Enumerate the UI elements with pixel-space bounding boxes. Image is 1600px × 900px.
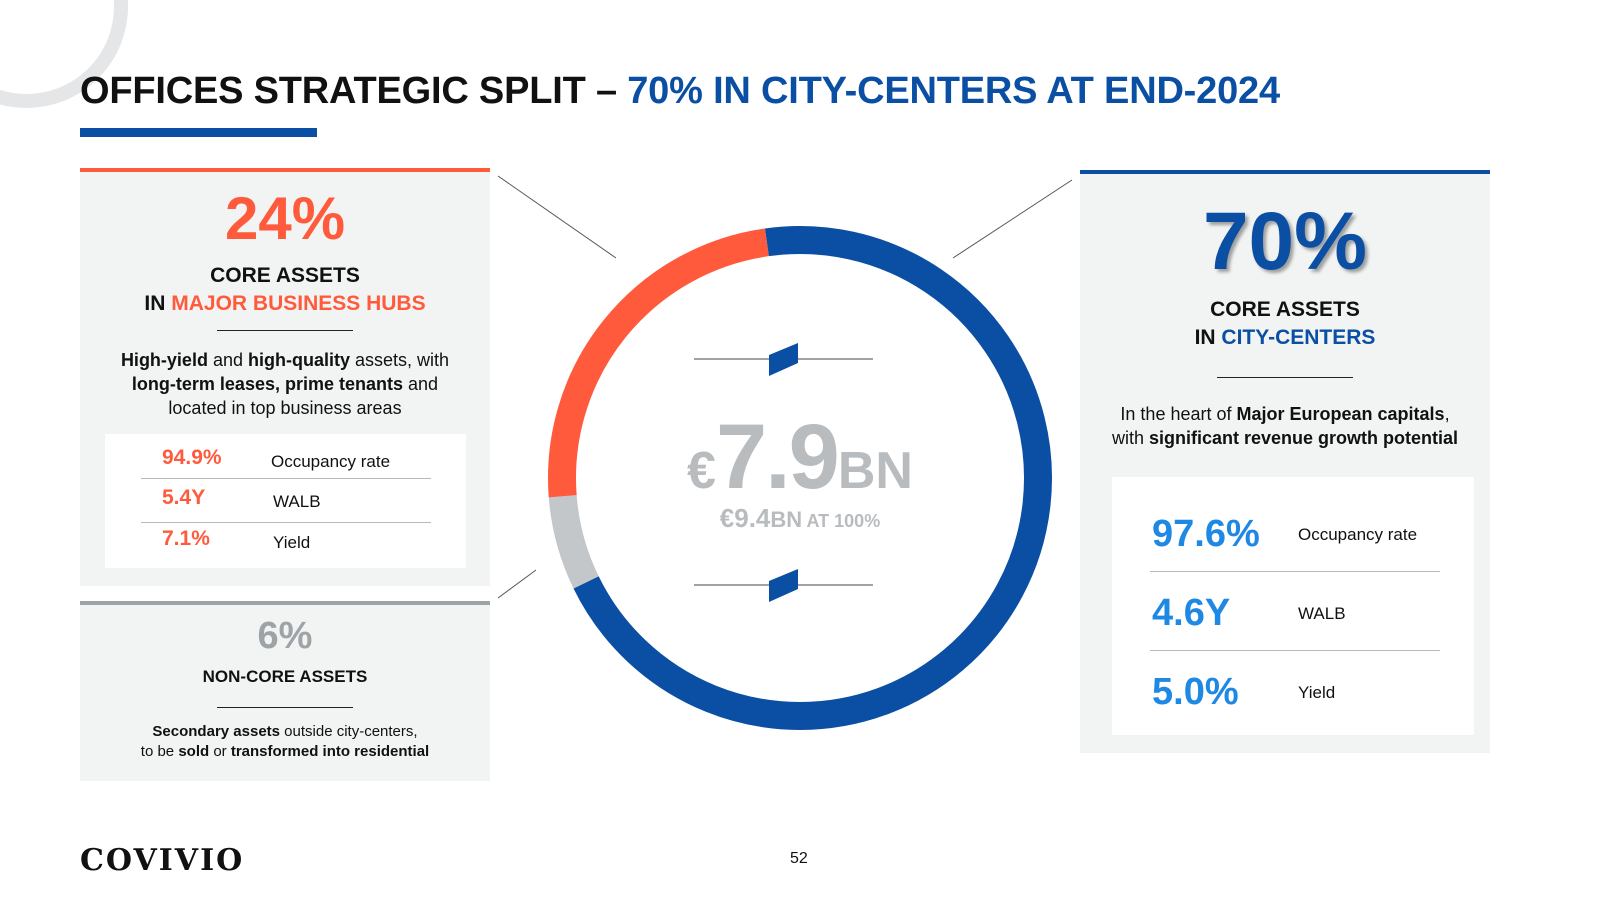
donut-chart (548, 226, 1052, 730)
desc-text: and (207, 350, 248, 370)
desc-bold: High-yield (120, 350, 208, 370)
core-hubs-heading: CORE ASSETS IN MAJOR BUSINESS HUBS (80, 262, 490, 318)
desc-text: with (1111, 428, 1149, 448)
sub-text: AT 100% (802, 511, 881, 531)
sub-value: €9.4 (719, 503, 771, 533)
title-underline (80, 128, 317, 137)
sub-unit: BN (770, 507, 803, 532)
noncore-line1: Secondary assets outside city-centers, (80, 722, 490, 742)
desc-text: located in top business areas (168, 398, 402, 418)
kpi-value: 94.9% (162, 446, 222, 469)
desc-bold: sold (178, 743, 210, 760)
desc-bold: Major European capitals (1236, 404, 1445, 424)
divider-rule (217, 707, 353, 708)
desc-text: outside city-centers, (280, 723, 418, 740)
desc-text: , (1444, 404, 1450, 424)
desc-bold: significant revenue growth potential (1148, 428, 1459, 448)
heading-in: IN (1194, 326, 1222, 349)
desc-bold: long-term leases, prime tenants (131, 374, 404, 394)
covivio-logo: COVIVIO (80, 843, 245, 878)
desc-bold: Secondary assets (152, 723, 280, 740)
total-number: 7.9 (715, 406, 840, 508)
panel-top-border (1080, 170, 1490, 174)
total-value: €7.9BN (600, 411, 1000, 503)
heading-line1: CORE ASSETS (1210, 298, 1360, 321)
kpi-value: 5.4Y (162, 486, 206, 509)
heading-line1: CORE ASSETS (210, 264, 360, 287)
desc-text: or (209, 743, 231, 760)
kpi-label: Yield (1298, 683, 1336, 702)
kpi-label: WALB (273, 492, 321, 511)
kpi-value: 97.6% (1152, 513, 1260, 555)
divider-rule (217, 330, 353, 331)
title-accent: 70% IN CITY-CENTERS AT END-2024 (627, 70, 1280, 112)
core-city-heading: CORE ASSETS IN CITY-CENTERS (1080, 296, 1490, 352)
heading-line2: IN CITY-CENTERS (1080, 324, 1490, 352)
noncore-percent: 6% (257, 615, 313, 657)
core-hubs-kpi-box: 94.9% Occupancy rate 5.4Y WALB 7.1% Yiel… (105, 434, 466, 568)
page-title: OFFICES STRATEGIC SPLIT – 70% IN CITY-CE… (80, 70, 1280, 113)
kpi-separator (141, 522, 431, 523)
donut-slice-1 (548, 494, 599, 589)
kpi-row: 5.4Y WALB (105, 486, 466, 516)
kpi-label: WALB (1298, 604, 1346, 623)
heading-in: IN (144, 292, 172, 315)
kpi-value: 7.1% (162, 527, 210, 550)
desc-text: to be (140, 743, 179, 760)
core-city-description: In the heart of Major European capitals,… (1080, 402, 1490, 450)
total-euro: € (687, 442, 716, 500)
desc-line2: with significant revenue growth potentia… (1080, 426, 1490, 450)
title-main: OFFICES STRATEGIC SPLIT – (80, 70, 628, 112)
kpi-value: 4.6Y (1152, 592, 1231, 634)
total-unit: BN (837, 442, 913, 500)
kpi-row: 4.6Y WALB (1112, 592, 1474, 636)
desc-text: and (403, 374, 439, 394)
core-city-percent: 70% (1202, 196, 1368, 287)
page-number: 52 (790, 850, 808, 867)
panel-top-border (80, 168, 490, 172)
kpi-value: 5.0% (1152, 671, 1239, 713)
desc-text: In the heart of (1120, 404, 1237, 424)
kpi-separator (1150, 571, 1440, 572)
noncore-description: Secondary assets outside city-centers, t… (80, 722, 490, 762)
connector-left-bottom (497, 569, 537, 599)
noncore-panel: 6% NON-CORE ASSETS Secondary assets outs… (80, 601, 490, 781)
desc-bold: transformed into residential (230, 743, 430, 760)
kpi-label: Occupancy rate (1298, 525, 1418, 544)
core-hubs-description: High-yield and high-quality assets, with… (80, 348, 490, 420)
kpi-row: 5.0% Yield (1112, 671, 1474, 715)
desc-line2: long-term leases, prime tenants and (80, 372, 490, 396)
core-hubs-percent: 24% (224, 185, 346, 252)
kpi-row: 94.9% Occupancy rate (105, 446, 466, 476)
heading-accent: MAJOR BUSINESS HUBS (171, 292, 426, 315)
kpi-separator (141, 478, 431, 479)
noncore-line2: to be sold or transformed into residenti… (80, 742, 490, 762)
noncore-heading: NON-CORE ASSETS (202, 667, 368, 686)
kpi-label: Occupancy rate (271, 452, 391, 471)
core-hubs-panel: 24% CORE ASSETS IN MAJOR BUSINESS HUBS H… (80, 168, 490, 586)
panel-top-border (80, 601, 490, 605)
divider-rule (1217, 377, 1353, 378)
kpi-label: Yield (273, 533, 311, 552)
kpi-separator (1150, 650, 1440, 651)
donut-slice-0 (573, 226, 1052, 730)
kpi-row: 7.1% Yield (105, 527, 466, 557)
total-at-100: €9.4BN AT 100% (600, 503, 1000, 534)
heading-accent: CITY-CENTERS (1221, 326, 1376, 349)
desc-line1: High-yield and high-quality assets, with (80, 348, 490, 372)
donut-slice-2 (548, 228, 769, 498)
core-city-panel: 70% CORE ASSETS IN CITY-CENTERS In the h… (1080, 170, 1490, 753)
core-city-kpi-box: 97.6% Occupancy rate 4.6Y WALB 5.0% Yiel… (1112, 477, 1474, 735)
desc-bold: high-quality (248, 350, 350, 370)
desc-line1: In the heart of Major European capitals, (1080, 402, 1490, 426)
heading-line2: IN MAJOR BUSINESS HUBS (80, 290, 490, 318)
kpi-row: 97.6% Occupancy rate (1112, 513, 1474, 557)
desc-line3: located in top business areas (80, 396, 490, 420)
desc-text: assets, with (350, 350, 450, 370)
